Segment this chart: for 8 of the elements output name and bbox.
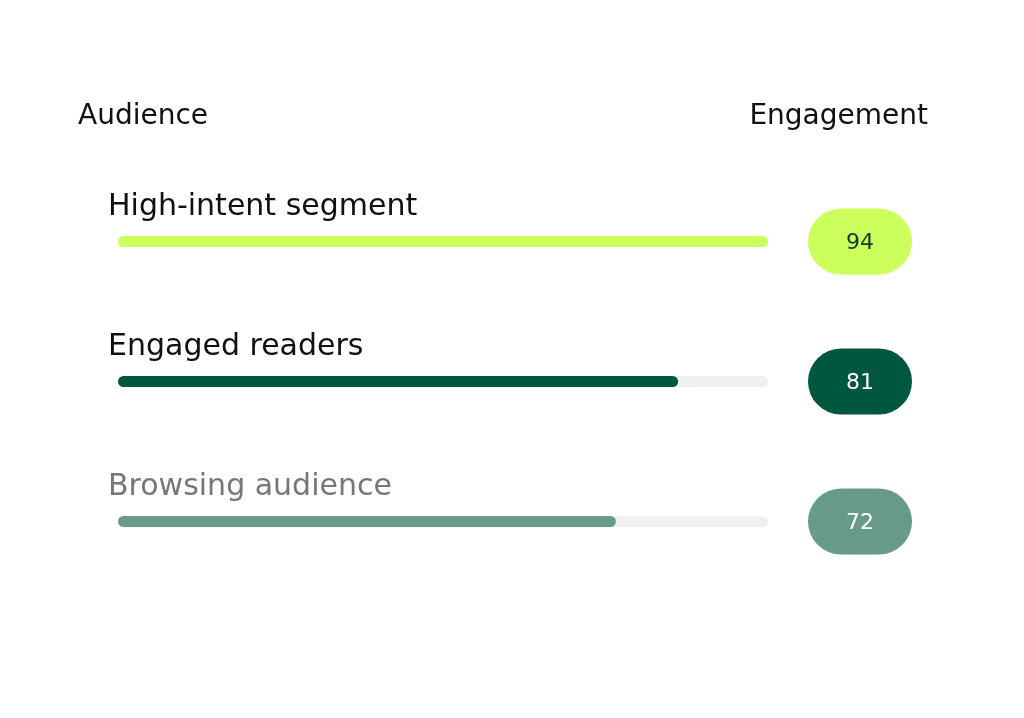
y-axis-title: Audience — [78, 98, 209, 131]
y-tick-label: High-intent segment — [108, 187, 418, 222]
x-axis-title: Engagement — [749, 98, 928, 131]
y-tick-label: Browsing audience — [108, 467, 392, 502]
y-tick-label: Engaged readers — [108, 327, 364, 362]
data-label: 72 — [846, 509, 874, 534]
data-label: 81 — [846, 369, 874, 394]
data-label: 94 — [846, 229, 874, 254]
